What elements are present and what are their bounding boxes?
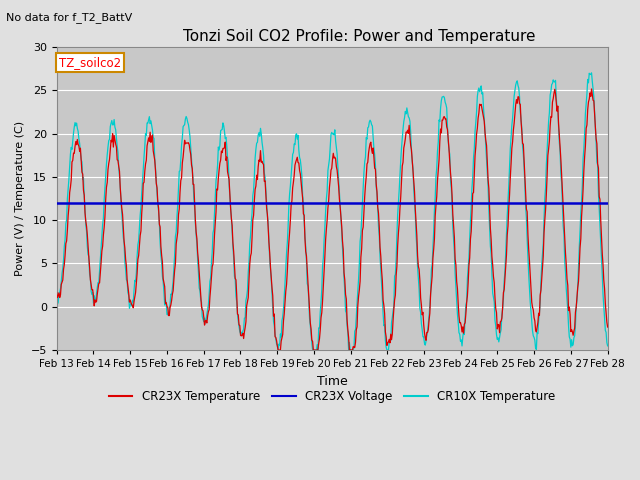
Text: No data for f_T2_BattV: No data for f_T2_BattV [6,12,132,23]
Text: TZ_soilco2: TZ_soilco2 [60,56,122,69]
X-axis label: Time: Time [317,375,348,388]
Legend: CR23X Temperature, CR23X Voltage, CR10X Temperature: CR23X Temperature, CR23X Voltage, CR10X … [104,385,560,408]
Title: Tonzi Soil CO2 Profile: Power and Temperature: Tonzi Soil CO2 Profile: Power and Temper… [184,29,536,44]
Y-axis label: Power (V) / Temperature (C): Power (V) / Temperature (C) [15,121,25,276]
